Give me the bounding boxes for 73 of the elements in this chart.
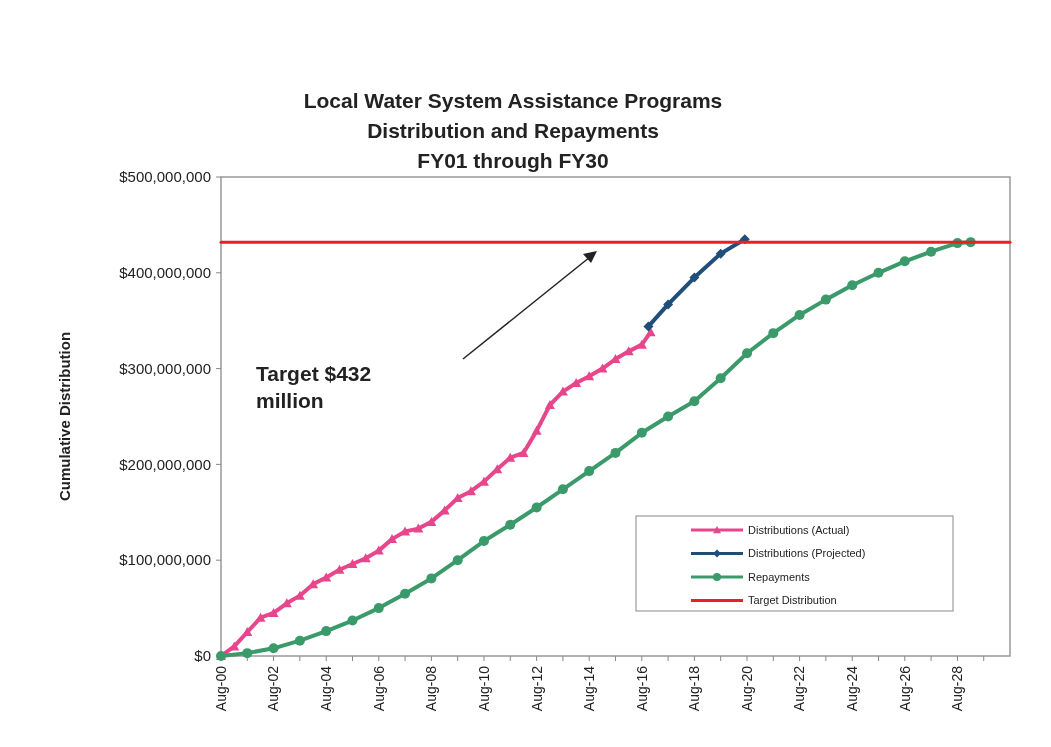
y-tick-label: $300,000,000 xyxy=(119,359,211,377)
x-tick-label: Aug-00 xyxy=(212,665,229,712)
x-tick-label: Aug-04 xyxy=(318,665,335,712)
point xyxy=(518,447,529,457)
chart-title: Local Water System Assistance Programs Distribution and Repayments FY01 through FY30 xyxy=(303,89,723,172)
point xyxy=(544,400,555,409)
point xyxy=(610,447,621,458)
point xyxy=(663,299,674,310)
y-tick-label: $0 xyxy=(194,647,211,665)
point xyxy=(663,411,674,422)
point xyxy=(400,588,411,599)
x-tick-label: Aug-14 xyxy=(581,665,598,712)
point xyxy=(255,612,266,622)
x-tick-label: Aug-06 xyxy=(370,665,387,712)
point xyxy=(347,559,358,569)
point xyxy=(636,427,647,438)
point xyxy=(794,309,805,320)
legend-label: Distributions (Actual) xyxy=(748,523,850,536)
x-tick-label: Aug-22 xyxy=(791,665,808,712)
point xyxy=(413,523,424,533)
y-axis-title: Cumulative Distribution xyxy=(56,331,73,502)
point xyxy=(643,321,654,332)
point xyxy=(899,256,910,267)
x-tick-label: Aug-20 xyxy=(738,665,755,712)
point xyxy=(294,635,305,646)
x-tick-label: Aug-26 xyxy=(896,665,913,712)
x-tick-label: Aug-28 xyxy=(949,665,966,712)
x-tick-label: Aug-08 xyxy=(423,665,440,712)
point xyxy=(820,294,831,305)
point xyxy=(360,553,371,563)
point xyxy=(400,526,411,536)
point xyxy=(531,425,542,435)
point xyxy=(584,466,595,477)
point xyxy=(531,502,542,513)
x-tick-label: Aug-16 xyxy=(633,665,650,712)
y-tick-label: $100,000,000 xyxy=(119,551,211,569)
point xyxy=(242,648,253,659)
point xyxy=(347,615,358,626)
point xyxy=(689,272,700,283)
x-tick-label: Aug-18 xyxy=(686,665,703,712)
point xyxy=(584,371,595,381)
point xyxy=(557,484,568,495)
y-tick-label: $400,000,000 xyxy=(119,264,211,282)
point xyxy=(847,280,858,291)
point xyxy=(873,267,884,278)
point xyxy=(742,348,753,359)
point xyxy=(452,555,463,566)
point xyxy=(321,626,332,637)
point xyxy=(478,536,489,547)
point xyxy=(768,328,779,339)
point xyxy=(242,627,253,637)
point xyxy=(715,373,726,384)
x-tick-label: Aug-10 xyxy=(475,665,492,712)
x-tick-label: Aug-12 xyxy=(528,665,545,712)
point xyxy=(715,248,726,259)
point xyxy=(926,246,937,257)
annotation: Target $432 million xyxy=(256,362,372,412)
legend-label: Distributions (Projected) xyxy=(748,547,866,560)
point xyxy=(268,643,279,654)
point xyxy=(689,396,700,407)
legend-label: Repayments xyxy=(748,570,811,583)
point xyxy=(387,534,398,544)
point xyxy=(426,573,437,584)
y-tick-label: $500,000,000 xyxy=(119,168,211,186)
point xyxy=(268,607,279,617)
point xyxy=(465,486,476,496)
y-tick-label: $200,000,000 xyxy=(119,455,211,473)
point xyxy=(373,603,384,614)
point xyxy=(321,572,332,582)
legend-label: Target Distribution xyxy=(748,594,837,607)
x-tick-label: Aug-24 xyxy=(844,665,861,712)
point xyxy=(505,519,516,530)
x-tick-label: Aug-02 xyxy=(265,665,282,712)
